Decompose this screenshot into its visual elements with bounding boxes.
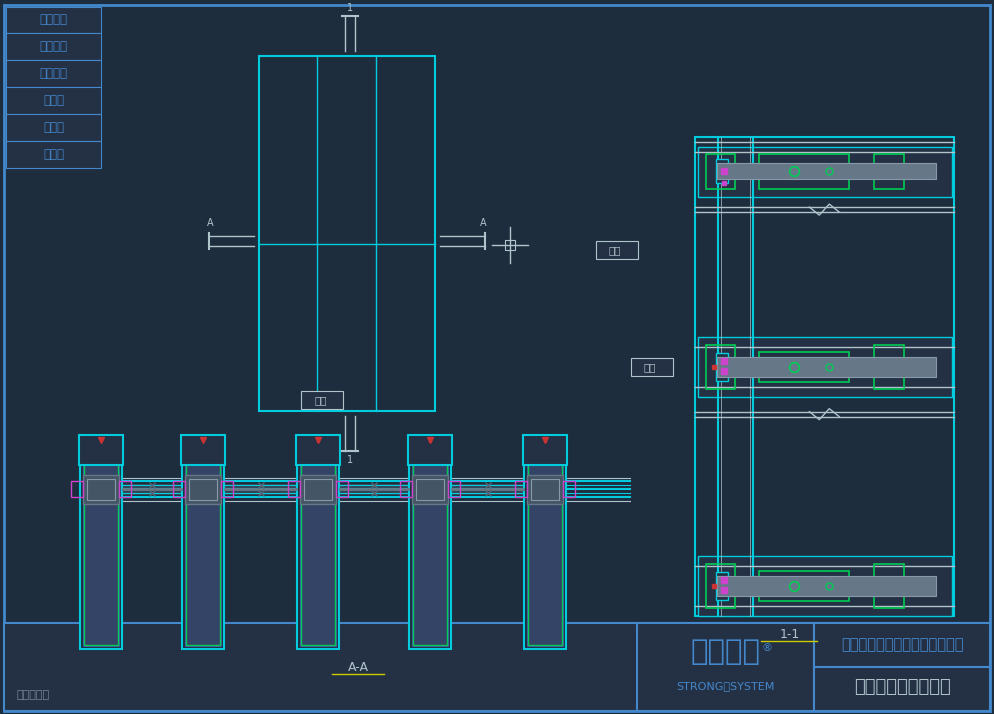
- Bar: [185, 475, 221, 505]
- Bar: [717, 357, 936, 377]
- Bar: [631, 358, 673, 376]
- Bar: [414, 463, 447, 645]
- Bar: [300, 463, 336, 646]
- Bar: [4, 623, 990, 711]
- Bar: [336, 481, 348, 498]
- Text: 更纤细: 更纤细: [43, 121, 64, 134]
- Bar: [523, 435, 567, 465]
- Text: 室外: 室外: [314, 395, 327, 405]
- Bar: [528, 463, 562, 645]
- Text: 室外: 室外: [643, 362, 656, 372]
- Bar: [706, 154, 736, 189]
- Bar: [413, 475, 448, 505]
- Bar: [874, 345, 905, 388]
- Bar: [527, 475, 563, 505]
- Bar: [181, 435, 225, 465]
- Bar: [221, 481, 233, 498]
- Text: 1: 1: [347, 3, 353, 13]
- Bar: [258, 56, 435, 411]
- Bar: [448, 481, 460, 498]
- Bar: [706, 345, 736, 388]
- Bar: [524, 460, 566, 649]
- Bar: [716, 159, 728, 183]
- Bar: [874, 154, 905, 189]
- Bar: [759, 571, 849, 601]
- Text: 环保节能: 环保节能: [40, 41, 68, 54]
- Bar: [814, 623, 990, 667]
- Bar: [698, 147, 952, 197]
- Text: A: A: [208, 218, 214, 228]
- Bar: [80, 460, 122, 649]
- Bar: [301, 391, 343, 408]
- Bar: [874, 564, 905, 608]
- Bar: [288, 481, 300, 498]
- Bar: [173, 481, 185, 498]
- Text: 直角重型钓幕墙系统: 直角重型钓幕墙系统: [854, 678, 950, 696]
- Bar: [695, 137, 954, 616]
- Text: 安全防火: 安全防火: [40, 14, 68, 26]
- Bar: [563, 481, 575, 498]
- Text: 室外: 室外: [608, 245, 621, 255]
- Text: 大通透: 大通透: [43, 149, 64, 161]
- Bar: [637, 623, 814, 711]
- Bar: [698, 337, 952, 397]
- Bar: [759, 154, 849, 189]
- Bar: [6, 6, 100, 34]
- Text: 大跨度: 大跨度: [43, 94, 64, 107]
- Bar: [185, 463, 221, 646]
- Bar: [83, 463, 119, 646]
- Bar: [717, 576, 936, 596]
- Bar: [6, 114, 100, 141]
- Bar: [296, 435, 340, 465]
- Bar: [759, 352, 849, 382]
- Text: 超级防腐: 超级防腐: [40, 67, 68, 81]
- Text: 西创金属科技（江苏）有限公司: 西创金属科技（江苏）有限公司: [841, 638, 963, 653]
- Text: 专利产品！: 专利产品！: [16, 690, 49, 700]
- Bar: [297, 460, 339, 649]
- Text: ®: ®: [762, 643, 773, 653]
- Bar: [716, 573, 728, 600]
- Text: 1: 1: [347, 455, 353, 465]
- Bar: [416, 478, 444, 501]
- Bar: [182, 460, 224, 649]
- Bar: [595, 241, 638, 259]
- Bar: [301, 463, 335, 645]
- Bar: [83, 463, 118, 645]
- Text: A-A: A-A: [348, 660, 369, 673]
- Bar: [527, 463, 563, 646]
- Bar: [6, 141, 100, 169]
- Bar: [6, 87, 100, 114]
- Text: 西创系统: 西创系统: [691, 638, 760, 666]
- Bar: [505, 240, 515, 250]
- Bar: [300, 475, 336, 505]
- Bar: [79, 435, 123, 465]
- Bar: [716, 353, 728, 381]
- Bar: [410, 460, 451, 649]
- Bar: [83, 475, 119, 505]
- Text: STRONG｜SYSTEM: STRONG｜SYSTEM: [676, 681, 774, 691]
- Bar: [814, 667, 990, 711]
- Bar: [413, 463, 448, 646]
- Bar: [6, 61, 100, 87]
- Bar: [189, 478, 217, 501]
- Bar: [717, 164, 936, 179]
- Bar: [304, 478, 332, 501]
- Bar: [86, 478, 115, 501]
- Bar: [6, 34, 100, 61]
- Text: 1-1: 1-1: [779, 628, 799, 640]
- Text: A: A: [480, 218, 486, 228]
- Bar: [401, 481, 413, 498]
- Bar: [186, 463, 220, 645]
- Bar: [71, 481, 83, 498]
- Bar: [515, 481, 527, 498]
- Bar: [706, 564, 736, 608]
- Bar: [409, 435, 452, 465]
- Bar: [698, 556, 952, 616]
- Bar: [531, 478, 559, 501]
- Bar: [119, 481, 131, 498]
